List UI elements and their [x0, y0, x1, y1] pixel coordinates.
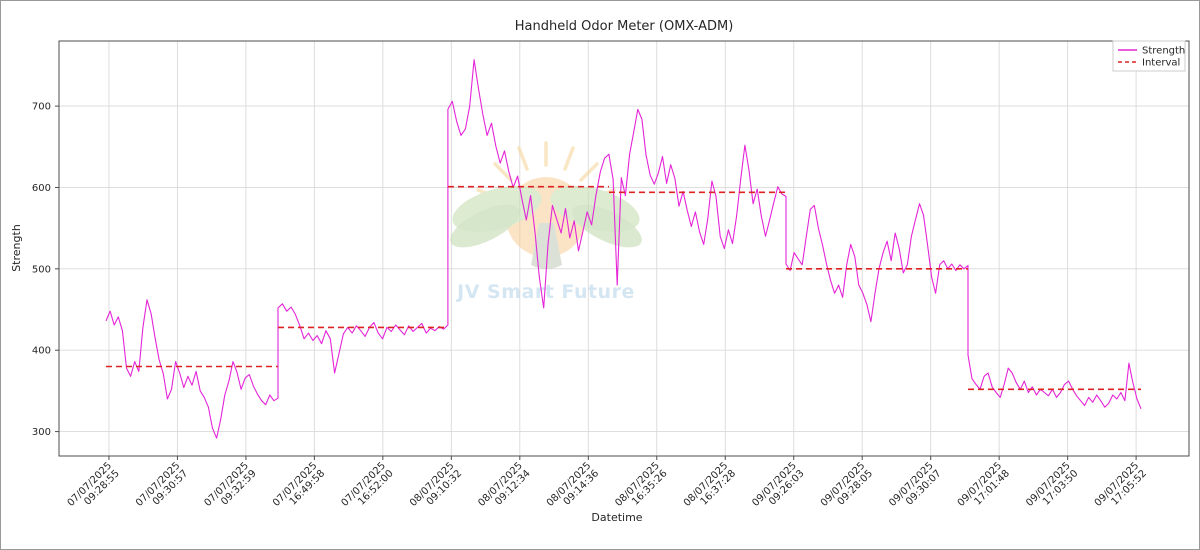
watermark: JV Smart Future: [450, 141, 642, 303]
leaf-left-lower-icon: [450, 204, 520, 248]
x-tick-label: 07/07/202516:52:00: [339, 460, 395, 516]
plot-border: [58, 40, 1190, 457]
x-tick-label: 08/07/202516:37:28: [682, 460, 738, 516]
x-tick-label: 08/07/202509:14:36: [545, 460, 601, 516]
interval-layer: [106, 185, 1141, 391]
x-tick-label: 07/07/202509:28:55: [66, 460, 122, 516]
x-tick-label: 08/07/202516:35:26: [613, 460, 669, 516]
x-tick-label: 09/07/202517:03:50: [1024, 460, 1080, 516]
x-tick-label: 08/07/202509:12:34: [476, 460, 532, 516]
legend-label-interval: Interval: [1142, 58, 1180, 69]
y-tick-label: 400: [32, 346, 51, 357]
y-tick-label: 700: [32, 102, 51, 113]
x-tick-label: 07/07/202516:49:58: [271, 460, 327, 516]
y-tick-label: 600: [32, 183, 51, 194]
y-tick-label: 500: [32, 264, 51, 275]
chart-title: Handheld Odor Meter (OMX-ADM): [515, 19, 734, 34]
x-tick-label: 09/07/202509:26:03: [750, 460, 806, 516]
x-tick-label: 09/07/202509:30:07: [887, 460, 943, 516]
series-layer: [105, 59, 1142, 439]
legend: Strength Interval: [1112, 40, 1186, 72]
x-axis-label: Datetime: [591, 511, 642, 524]
legend-label-strength: Strength: [1142, 46, 1185, 57]
y-tick-label: 300: [32, 427, 51, 438]
x-tick-label: 09/07/202509:28:05: [819, 460, 875, 516]
x-tick-label: 07/07/202509:30:57: [134, 460, 190, 516]
grid-layer: [59, 41, 1189, 456]
x-tick-label: 07/07/202509:32:59: [202, 460, 258, 516]
strength-line: [105, 59, 1142, 439]
y-axis-label: Strength: [10, 224, 23, 272]
leaf-right-lower-icon: [572, 204, 642, 248]
trunk-icon: [531, 223, 562, 269]
x-tick-label: 09/07/202517:05:52: [1093, 460, 1149, 516]
x-tick-label: 09/07/202517:01:48: [956, 460, 1012, 516]
x-tick-label: 08/07/202509:10:32: [408, 460, 464, 516]
legend-box: [1112, 40, 1186, 72]
